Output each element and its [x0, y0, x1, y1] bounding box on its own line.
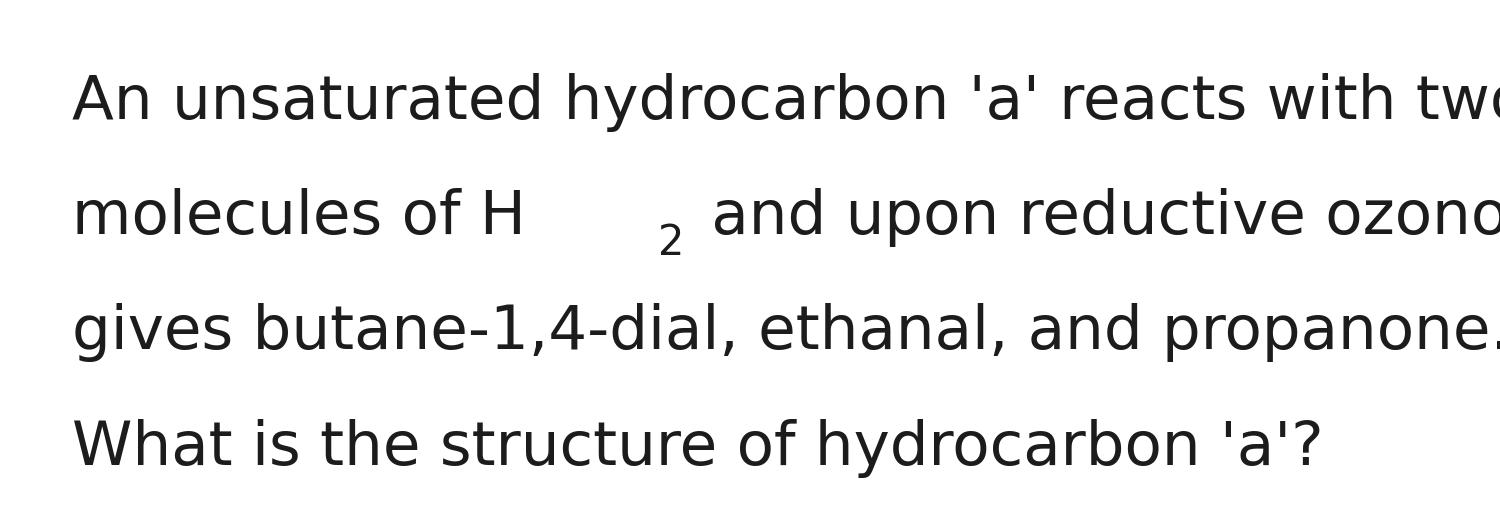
Text: gives butane-1,4-dial, ethanal, and propanone.: gives butane-1,4-dial, ethanal, and prop… — [72, 303, 1500, 362]
Text: and upon reductive ozonolysis, 'a': and upon reductive ozonolysis, 'a' — [692, 188, 1500, 247]
Text: What is the structure of hydrocarbon 'a'?: What is the structure of hydrocarbon 'a'… — [72, 418, 1323, 478]
Text: 2: 2 — [657, 222, 684, 264]
Text: An unsaturated hydrocarbon 'a' reacts with two: An unsaturated hydrocarbon 'a' reacts wi… — [72, 73, 1500, 132]
Text: molecules of H: molecules of H — [72, 188, 526, 247]
